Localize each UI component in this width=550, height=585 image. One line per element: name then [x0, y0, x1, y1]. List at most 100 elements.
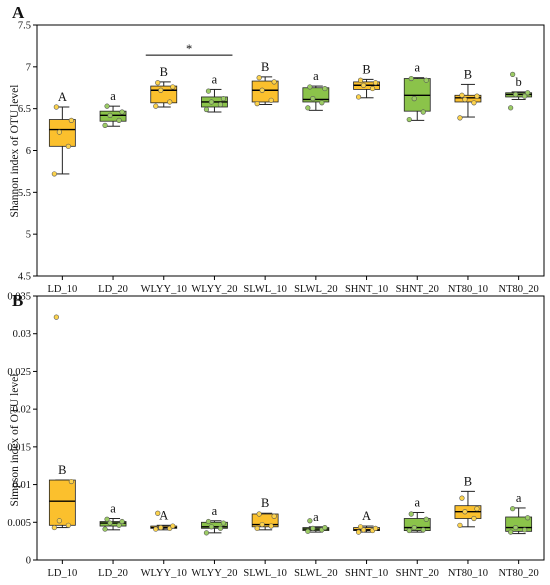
x-tick-label: SLWL_10 [243, 284, 287, 295]
y-tick-label: 6.5 [18, 104, 31, 115]
box-iqr [201, 521, 228, 529]
data-point [462, 96, 468, 103]
panel-a-letter: A [12, 3, 25, 22]
x-tick-label: LD_10 [47, 568, 77, 579]
data-point [271, 79, 277, 85]
data-point [259, 87, 265, 93]
data-point [102, 526, 108, 532]
x-tick-label: LD_20 [98, 284, 128, 295]
box-group-ld-10 [48, 314, 76, 531]
data-point [411, 524, 417, 531]
panel-a-x-ticks: LD_10 LD_20 WLYY_10 WLYY_20 SLWL_10 SLWL_20 SH… [47, 276, 539, 295]
data-point [68, 478, 74, 485]
box-group-shnt-10 [353, 524, 380, 535]
data-point [406, 116, 412, 123]
x-tick-label: WLYY_10 [141, 284, 187, 295]
data-point [65, 143, 71, 149]
data-point [510, 71, 516, 77]
data-point [116, 522, 122, 528]
data-point [322, 524, 328, 531]
data-point [155, 510, 161, 516]
bracket-star: * [186, 42, 192, 56]
significance-letter: a [516, 491, 522, 505]
x-tick-label: SHNT_20 [396, 284, 439, 295]
significance-letter: a [110, 502, 116, 516]
panel-b-letter: B [12, 291, 23, 310]
box-group-wlyy-20 [201, 88, 228, 113]
data-point [420, 109, 426, 115]
panel-b-x-ticks: LD_10 LD_20 WLYY_10 WLYY_20 SLWL_10 SLWL_20 SH… [47, 560, 539, 579]
y-tick-label: 7.5 [18, 21, 31, 32]
panel-a-plot-frame [36, 24, 545, 277]
box-group-nt80-10 [454, 83, 482, 121]
significance-letter: B [261, 60, 269, 74]
data-point [307, 518, 313, 524]
box-iqr [48, 479, 76, 526]
data-point [462, 509, 468, 515]
data-point [423, 516, 429, 522]
y-tick-label: 0.03 [13, 329, 31, 340]
data-point [208, 524, 215, 530]
data-point [522, 93, 528, 99]
box-group-wlyy-10 [150, 80, 178, 109]
data-point [205, 88, 212, 94]
significance-letter: a [313, 69, 319, 83]
significance-letter: B [160, 65, 168, 79]
significance-letter: B [261, 496, 269, 510]
x-tick-label: WLYY_20 [191, 568, 237, 579]
significance-letter: a [212, 72, 218, 86]
data-point [158, 524, 164, 531]
data-point [208, 99, 215, 105]
data-point [355, 529, 362, 535]
significance-letter: a [414, 61, 420, 75]
significance-letter: a [110, 89, 116, 103]
data-point [102, 122, 108, 128]
data-point [155, 80, 161, 86]
y-tick-label: 5 [26, 230, 31, 241]
data-point [406, 527, 412, 534]
significance-letter: a [212, 504, 218, 518]
data-point [305, 528, 311, 534]
data-point [170, 523, 176, 529]
data-point [513, 524, 519, 531]
y-tick-label: 0.025 [7, 367, 31, 378]
data-point [457, 115, 463, 121]
data-point [107, 112, 113, 118]
box-group-ld-20 [99, 516, 127, 532]
x-tick-label: SLWL_10 [243, 568, 287, 579]
data-point [322, 85, 328, 92]
y-tick-label: 6 [26, 146, 31, 157]
y-tick-label: 0.01 [13, 480, 31, 491]
data-point [107, 520, 113, 526]
data-point [68, 117, 74, 123]
y-tick-label: 0.005 [7, 518, 31, 529]
x-tick-label: NT80_10 [448, 568, 488, 579]
data-point [307, 84, 313, 90]
box-iqr [302, 87, 330, 103]
y-tick-label: 7 [26, 62, 31, 73]
data-point [522, 527, 528, 533]
x-tick-label: NT80_20 [499, 568, 539, 579]
data-point [474, 93, 480, 99]
x-tick-label: LD_20 [98, 568, 128, 579]
data-point [167, 99, 173, 105]
panel-a-shannon-chart: A Shannon index of OTU level 4.5 5 5.5 6 6.5… [9, 3, 545, 295]
box-group-shnt-10 [353, 77, 380, 100]
data-point [104, 103, 110, 109]
data-point [65, 522, 71, 528]
data-point [271, 513, 277, 519]
data-point [357, 77, 364, 83]
box-group-slwl-10 [251, 511, 279, 531]
data-point [457, 522, 463, 528]
data-point [459, 495, 465, 501]
data-point [51, 524, 57, 531]
data-point [153, 526, 159, 532]
data-point [319, 100, 325, 106]
data-point [510, 506, 516, 512]
data-point [116, 117, 122, 123]
box-iqr [353, 527, 380, 531]
significance-letter: b [516, 75, 522, 89]
box-group-wlyy-10 [150, 510, 178, 532]
panel-b-marks [48, 314, 533, 536]
